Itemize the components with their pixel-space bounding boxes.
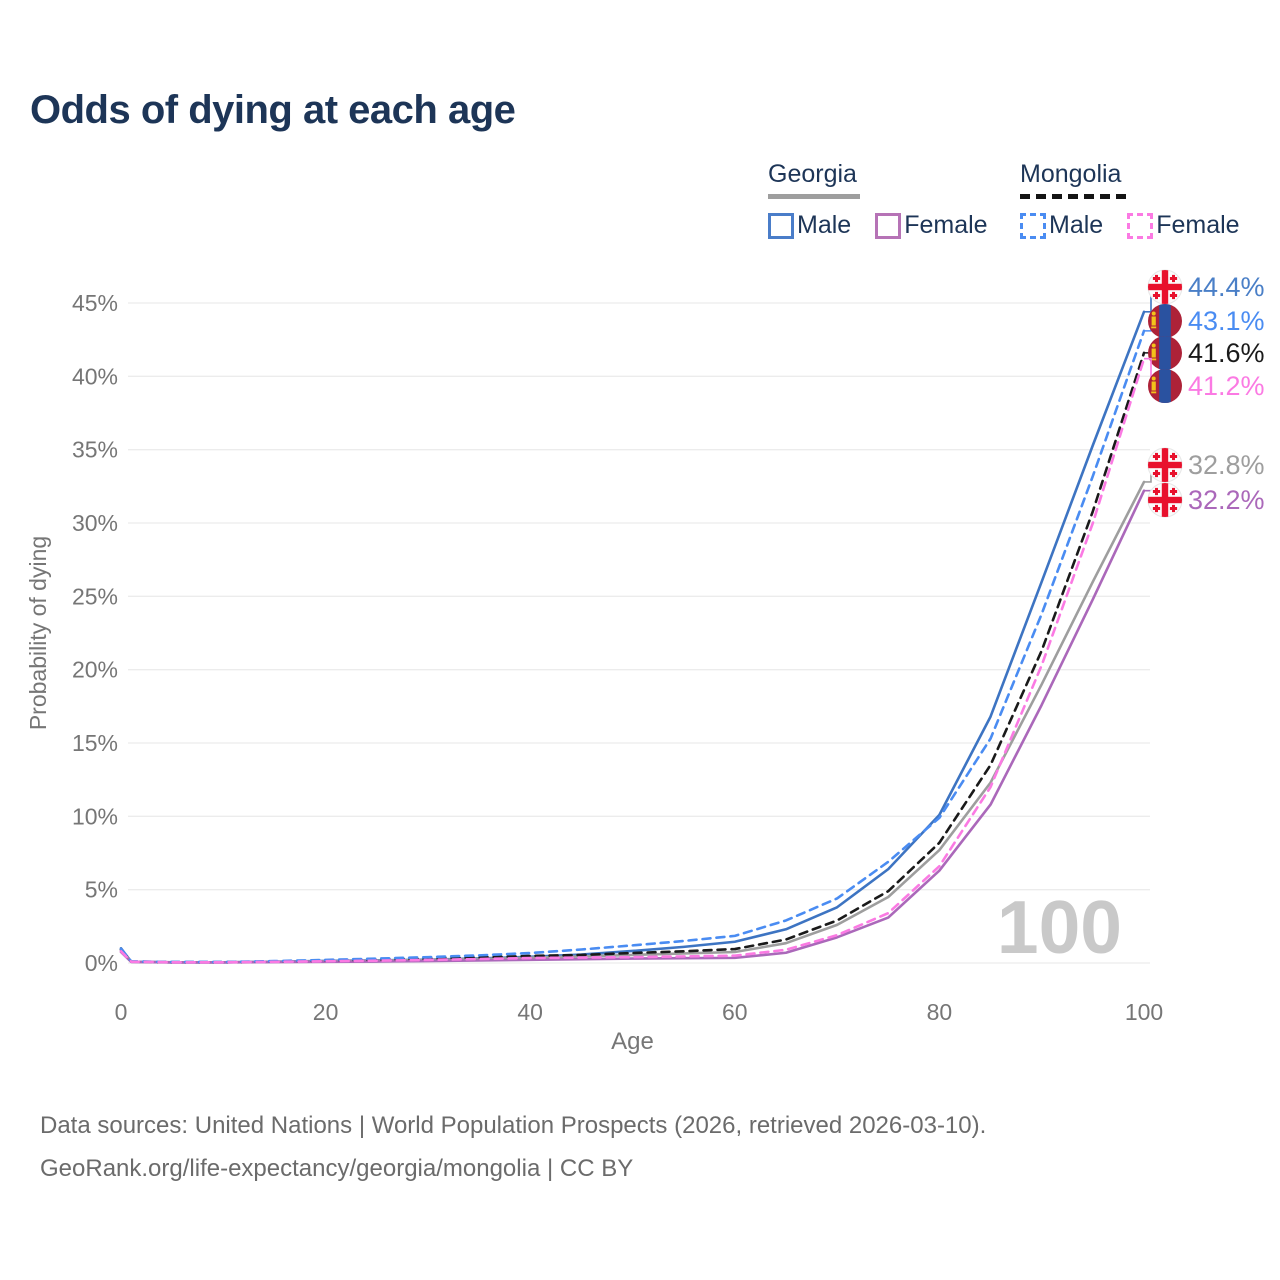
y-tick-label: 40% [72,363,118,389]
legend-group-georgia: Georgia Male Female [768,160,988,240]
y-tick-label: 25% [72,583,118,609]
end-value-label: 43.1% [1188,306,1265,336]
x-tick-label: 100 [1125,999,1163,1025]
end-value-label: 44.4% [1188,272,1265,302]
legend-item-mongolia-male[interactable]: Male [1020,211,1103,240]
y-tick-label: 20% [72,657,118,683]
georgia-male-swatch-icon [768,212,794,239]
y-tick-label: 10% [72,803,118,829]
legend-item-georgia-female[interactable]: Female [875,211,988,240]
x-tick-label: 0 [115,999,128,1025]
y-tick-label: 30% [72,510,118,536]
georgia-female-swatch-icon [875,212,902,239]
series-line-mongolia-female[interactable] [119,357,1146,964]
y-axis-title: Probability of dying [25,536,51,730]
plot-area[interactable] [121,303,1144,963]
page-title: Odds of dying at each age [30,88,516,132]
end-value-label: 41.2% [1188,371,1265,401]
legend-title-mongolia: Mongolia [1020,160,1122,188]
mongolia-flag-icon [1148,304,1182,338]
end-value-label: 32.2% [1188,485,1265,515]
data-sources-line: Data sources: United Nations | World Pop… [40,1112,987,1139]
end-value-label: 41.6% [1188,338,1265,368]
mongolia-flag-icon [1148,369,1182,403]
y-tick-label: 0% [85,950,118,976]
y-tick-label: 15% [72,730,118,756]
y-tick-label: 45% [72,290,118,316]
x-tick-label: 20 [313,999,339,1025]
mongolia-flag-icon [1148,336,1182,370]
x-tick-label: 60 [722,999,748,1025]
georgia-flag-icon [1147,269,1183,305]
attribution-line: GeoRank.org/life-expectancy/georgia/mong… [40,1155,634,1182]
end-value-label: 32.8% [1188,450,1265,480]
footer: Data sources: United Nations | World Pop… [40,1104,986,1190]
georgia-flag-icon [1147,482,1183,518]
legend-title-georgia: Georgia [768,160,857,188]
line-chart: 0% 5% 10% 15% 20% 25% 30% 35% 40% 45% 0 20 40 60 80 100… [25,269,1265,1055]
mongolia-female-swatch-icon [1127,212,1154,239]
x-tick-label: 40 [517,999,543,1025]
y-tick-label: 5% [85,877,118,903]
legend-item-georgia-male[interactable]: Male [768,211,851,240]
legend-label-georgia-female: Female [904,211,988,239]
age-watermark: 100 [997,885,1122,969]
y-tick-label: 35% [72,437,118,463]
legend-label-mongolia-male: Male [1049,211,1104,239]
legend-group-mongolia: Mongolia Male Female [1020,160,1240,240]
legend-label-georgia-male: Male [797,211,852,239]
georgia-flag-icon [1147,447,1183,483]
legend-label-mongolia-female: Female [1156,211,1240,239]
legend-item-mongolia-female[interactable]: Female [1127,211,1240,240]
x-axis-title: Age [611,1028,654,1055]
mongolia-male-swatch-icon [1020,212,1046,239]
mongolia-line-style-sample [1020,194,1126,199]
x-tick-label: 80 [927,999,953,1025]
georgia-line-style-sample [768,194,860,199]
